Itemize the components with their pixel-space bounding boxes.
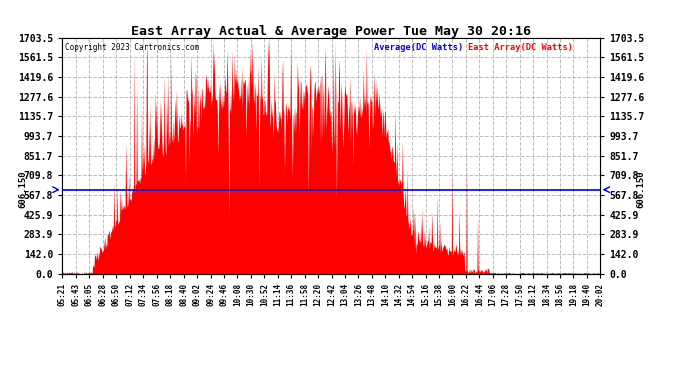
Text: Average(DC Watts): Average(DC Watts) — [374, 44, 464, 52]
Text: 606.150: 606.150 — [636, 171, 645, 208]
Title: East Array Actual & Average Power Tue May 30 20:16: East Array Actual & Average Power Tue Ma… — [131, 24, 531, 38]
Text: Copyright 2023 Cartronics.com: Copyright 2023 Cartronics.com — [65, 44, 199, 52]
Text: 606.150: 606.150 — [19, 171, 28, 208]
Text: East Array(DC Watts): East Array(DC Watts) — [469, 44, 573, 52]
